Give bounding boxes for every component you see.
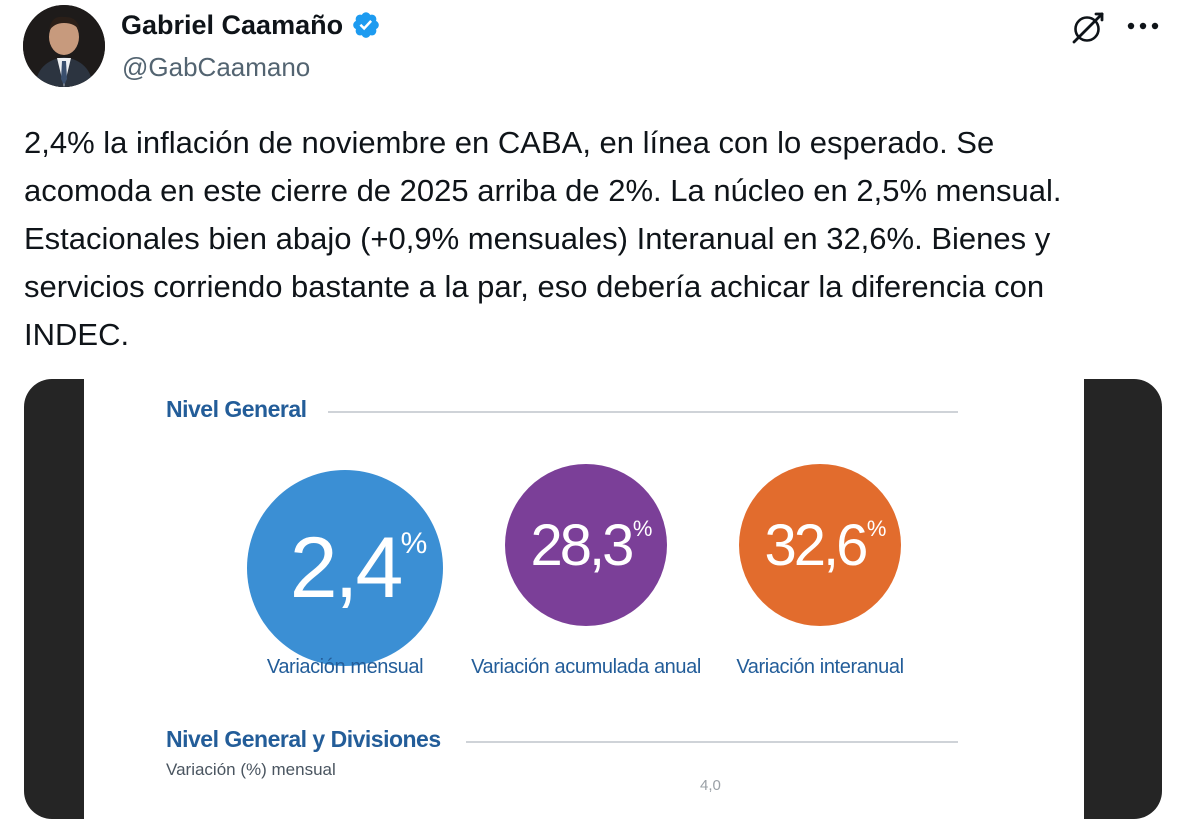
avatar[interactable] — [23, 5, 105, 87]
stat-circle-monthly: 2,4% — [247, 470, 443, 666]
display-name[interactable]: Gabriel Caamaño — [121, 10, 344, 40]
section-title-divisiones: Nivel General y Divisiones — [166, 726, 441, 752]
stat-value-accumulated: 28,3 — [530, 512, 635, 578]
handle[interactable]: @GabCaamano — [122, 52, 311, 82]
stat-label-monthly: Variación mensual — [266, 656, 424, 678]
section-divider — [328, 411, 958, 413]
stat-label-accumulated: Variación acumulada anual — [471, 656, 701, 678]
grok-icon[interactable] — [1070, 10, 1106, 46]
section-title-nivel-general: Nivel General — [166, 396, 307, 422]
stat-value-monthly: 2,4 — [289, 519, 404, 616]
section-divider-2 — [466, 741, 958, 743]
more-options-icon[interactable] — [1123, 14, 1163, 38]
avatar-image — [23, 5, 105, 87]
section-subtitle: Variación (%) mensual — [166, 760, 336, 779]
stat-circle-interannual: 32,6% — [739, 464, 901, 626]
tweet-media-image[interactable]: Nivel General 2,4% Variación mensual 28,… — [24, 379, 1162, 819]
stat-label-interannual: Variación interanual — [736, 656, 904, 678]
infographic: Nivel General 2,4% Variación mensual 28,… — [84, 379, 1084, 819]
tweet-text: 2,4% la inflación de noviembre en CABA, … — [24, 125, 1062, 352]
stat-circle-accumulated: 28,3% — [505, 464, 667, 626]
stat-sign-accumulated: % — [632, 515, 652, 541]
stat-sign-monthly: % — [400, 526, 428, 560]
stat-sign-interannual: % — [866, 515, 886, 541]
verified-badge-icon[interactable] — [351, 10, 381, 40]
stat-value-interannual: 32,6 — [764, 512, 869, 578]
axis-tick-label: 4,0 — [700, 777, 721, 794]
